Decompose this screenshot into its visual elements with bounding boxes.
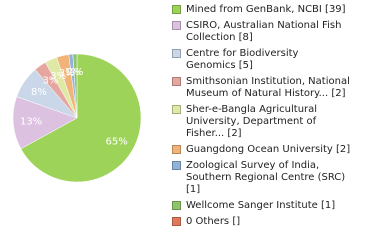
- slice-label: 1%: [65, 67, 81, 78]
- pie-slice: [12, 96, 78, 150]
- legend-item: 0 Others []: [172, 216, 377, 228]
- legend-swatch: [172, 161, 181, 170]
- slice-label: 3%: [50, 71, 66, 82]
- slice-label: 3%: [42, 75, 58, 86]
- legend-item: Smithsonian Institution, National Museum…: [172, 76, 377, 100]
- legend-label: 0 Others []: [186, 216, 241, 227]
- slice-label: 1%: [68, 67, 84, 78]
- legend: Mined from GenBank, NCBI [39] CSIRO, Aust…: [172, 4, 377, 228]
- legend-swatch: [172, 201, 181, 210]
- legend-item: CSIRO, Australian National Fish Collecti…: [172, 20, 377, 44]
- slice-label: 8%: [31, 87, 47, 98]
- legend-swatch: [172, 21, 181, 30]
- legend-swatch: [172, 77, 181, 86]
- legend-item: Sher-e-Bangla Agricultural University, D…: [172, 104, 377, 140]
- legend-item: Zoological Survey of India, Southern Reg…: [172, 160, 377, 196]
- legend-item: Guangdong Ocean University [2]: [172, 144, 377, 156]
- legend-label: Mined from GenBank, NCBI [39]: [186, 4, 346, 15]
- legend-label: Sher-e-Bangla Agricultural University, D…: [186, 104, 318, 139]
- pie-slice: [72, 53, 78, 119]
- legend-swatch: [172, 145, 181, 154]
- legend-swatch: [172, 5, 181, 14]
- legend-swatch: [172, 217, 181, 226]
- legend-label: Zoological Survey of India, Southern Reg…: [186, 160, 346, 195]
- slice-label: 13%: [20, 117, 42, 128]
- legend-swatch: [172, 105, 181, 114]
- slice-label: 65%: [106, 136, 128, 147]
- legend-swatch: [172, 49, 181, 58]
- legend-label: CSIRO, Australian National Fish Collecti…: [186, 20, 342, 43]
- legend-label: Guangdong Ocean University [2]: [186, 144, 351, 155]
- legend-item: Mined from GenBank, NCBI [39]: [172, 4, 377, 16]
- pie-slice: [20, 53, 142, 183]
- legend-item: Centre for Biodiversity Genomics [5]: [172, 48, 377, 72]
- slice-label: 3%: [59, 68, 75, 79]
- legend-label: Wellcome Sanger Institute [1]: [186, 200, 336, 211]
- legend-label: Smithsonian Institution, National Museum…: [186, 76, 350, 99]
- legend-item: Wellcome Sanger Institute [1]: [172, 200, 377, 212]
- pie-chart: 65%13%8%3%3%3%1%1%: [12, 53, 142, 183]
- legend-label: Centre for Biodiversity Genomics [5]: [186, 48, 299, 71]
